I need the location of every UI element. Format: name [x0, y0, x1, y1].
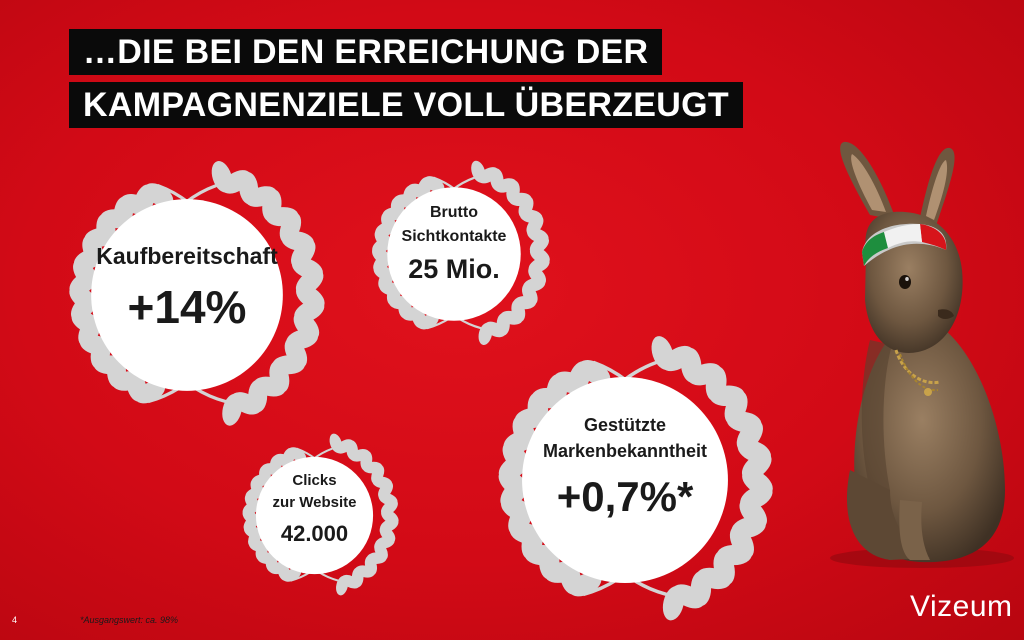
laurel-leaf [511, 299, 526, 322]
award-value: +0,7%* [556, 473, 694, 520]
laurel-leaf [737, 439, 771, 463]
award-value: +14% [127, 281, 247, 333]
laurel-leaf [242, 509, 260, 526]
laurel-leaf [378, 492, 398, 506]
laurel-leaf [374, 229, 392, 250]
laurel-leaf [350, 449, 370, 462]
award-label-line-1: Brutto [430, 204, 478, 221]
laurel-leaf [248, 379, 268, 413]
laurel-leaf [739, 498, 767, 528]
award-markenbekanntheit: Gestützte Markenbekanntheit +0,7%* [480, 335, 773, 625]
laurel-leaf [379, 526, 396, 543]
laurel-leaf [250, 478, 264, 498]
award-clicks: Clicks zur Website 42.000 [232, 433, 399, 598]
laurel-leaf [291, 257, 323, 280]
laurel-leaf [528, 265, 547, 286]
laurel-leaf [222, 393, 243, 426]
laurel-leaf [372, 476, 393, 489]
award-label-line-2: Markenbekanntheit [542, 441, 708, 461]
laurel-leaf [742, 469, 773, 496]
laurel-leaf [520, 209, 543, 224]
award-label-line-2: Sichtkontakte [401, 228, 507, 245]
page-number: 4 [12, 615, 18, 625]
laurel-leaf [296, 285, 325, 310]
laurel-leaf [336, 575, 349, 596]
laurel-wreath-icon [69, 161, 325, 426]
award-circle [387, 187, 521, 321]
award-circle [522, 377, 728, 583]
laurel-leaf [73, 259, 98, 288]
award-label-line-1: Gestützte [583, 415, 666, 435]
laurel-leaf [690, 571, 712, 606]
laurel-leaf [502, 441, 529, 473]
laurel-leaf [335, 439, 354, 454]
award-label-line-2: zur Website [272, 494, 357, 511]
award-circle [91, 199, 283, 391]
laurel-leaf [478, 167, 499, 184]
laurel-leaf [221, 170, 251, 194]
laurel-leaf [364, 555, 378, 576]
laurel-leaf [381, 509, 399, 525]
laurel-leaf [281, 231, 314, 251]
laurel-leaf [521, 283, 538, 305]
laurel-leaf [662, 345, 694, 372]
laurel-leaf [687, 363, 722, 386]
laurel-leaf [498, 469, 529, 497]
page-title-line-1: …DIE BEI DEN ERREICHUNG DER [69, 29, 663, 75]
laurel-leaf [69, 285, 97, 311]
laurel-leaf [266, 207, 299, 227]
laurel-leaf [362, 461, 383, 474]
laurel-leaf [512, 415, 536, 449]
laurel-leaf [726, 411, 762, 433]
laurel-leaf [527, 228, 549, 243]
laurel-leaf [478, 322, 493, 346]
award-value: 42.000 [280, 521, 349, 546]
laurel-leaf [713, 550, 735, 585]
laurel-leaf [293, 312, 320, 340]
award-sichtkontakte: Brutto Sichtkontakte 25 Mio. [360, 160, 550, 348]
laurel-leaf [245, 186, 277, 207]
award-label-line-1: Clicks [292, 472, 337, 489]
award-kaufbereitschaft: Kaufbereitschaft +14% [52, 160, 325, 430]
award-value: 25 Mio. [408, 254, 500, 284]
laurel-leaf [381, 212, 397, 234]
laurel-wreath-icon [242, 433, 399, 596]
laurel-leaf [662, 586, 685, 621]
laurel-leaf [372, 247, 392, 265]
laurel-leaf [494, 178, 517, 193]
rabbit-illustration [830, 141, 1014, 568]
laurel-leaf [284, 337, 308, 368]
laurel-leaf [269, 360, 290, 393]
footnote: *Ausgangswert: ca. 98% [80, 615, 179, 625]
page-title-line-2: KAMPAGNENZIELE VOLL ÜBERZEUGT [69, 82, 743, 128]
laurel-wreath-icon [372, 160, 550, 346]
laurel-leaf [496, 313, 510, 336]
vizeum-logo: Vizeum [910, 590, 1013, 623]
laurel-leaf [709, 385, 745, 407]
laurel-leaf [509, 192, 532, 207]
laurel-leaf [82, 235, 104, 266]
laurel-leaf [529, 247, 550, 264]
laurel-leaf [351, 567, 364, 588]
laurel-leaf [374, 541, 388, 561]
laurel-wreath-icon [498, 336, 773, 621]
laurel-leaf [729, 526, 755, 559]
award-label: Kaufbereitschaft [96, 243, 278, 269]
laurel-leaf [244, 493, 260, 512]
award-circle [255, 456, 374, 575]
